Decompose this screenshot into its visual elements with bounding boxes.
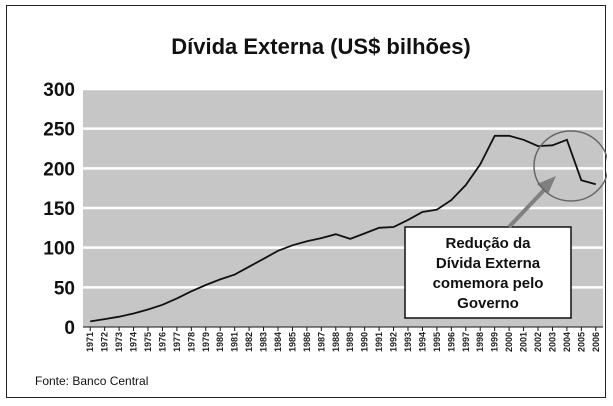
x-tick-label: 1976	[157, 332, 167, 352]
x-tick-label: 1978	[186, 332, 196, 352]
x-tick-label: 1998	[475, 332, 485, 352]
x-tick-label: 1990	[360, 332, 370, 352]
x-tick-label: 1981	[230, 332, 240, 352]
x-tick-label: 1979	[201, 332, 211, 352]
annotation-line-4: Governo	[457, 295, 519, 312]
annotation-line-2: Dívida Externa	[436, 255, 541, 272]
x-tick-label: 1982	[244, 332, 254, 352]
debt-line-chart: Dívida Externa (US$ bilhões) 0 50 100 150 20…	[35, 34, 607, 388]
x-tick-label: 1996	[446, 332, 456, 352]
annotation-line-1: Redução da	[445, 235, 531, 252]
y-tick-label: 250	[43, 120, 75, 141]
x-tick-label: 1995	[432, 332, 442, 352]
x-tick-label: 1980	[215, 332, 225, 352]
x-tick-label: 1971	[85, 332, 95, 352]
x-tick-label: 1983	[259, 332, 269, 352]
x-tick-label: 1985	[287, 332, 297, 352]
annotation-circle	[533, 130, 607, 202]
y-tick-label: 200	[43, 159, 75, 180]
x-tick-label: 1988	[331, 332, 341, 352]
annotation-line-3: comemora pelo	[433, 275, 544, 292]
source-note: Fonte: Banco Central	[35, 374, 148, 388]
x-tick-label: 2006	[591, 332, 601, 352]
x-tick-label: 1984	[273, 332, 283, 352]
x-tick-label: 2001	[519, 332, 529, 352]
series-line	[90, 134, 597, 323]
y-tick-label: 0	[64, 318, 75, 339]
x-tick-label: 2005	[576, 332, 586, 352]
x-tick-label: 1994	[417, 332, 427, 352]
plot-area	[83, 87, 603, 328]
chart-frame: Dívida Externa (US$ bilhões) 0 50 100 150 20…	[6, 5, 607, 398]
x-tick-label: 2002	[533, 332, 543, 352]
x-tick-label: 2003	[547, 332, 557, 352]
x-tick-label: 2000	[504, 332, 514, 352]
x-tick-label: 1972	[100, 332, 110, 352]
x-tick-label: 1977	[172, 332, 182, 352]
x-tick-label: 1987	[316, 332, 326, 352]
annotation-box	[404, 226, 572, 319]
x-tick-label: 1999	[490, 332, 500, 352]
annotation-arrowhead	[537, 176, 556, 194]
annotation: Redução da Dívida Externa comemora pelo …	[404, 130, 607, 319]
y-tick-label: 300	[43, 80, 75, 101]
chart-title: Dívida Externa (US$ bilhões)	[171, 34, 471, 59]
y-tick-label: 50	[54, 278, 75, 299]
x-tick-label: 1975	[143, 332, 153, 352]
y-axis-ticks: 0 50 100 150 200 250 300	[43, 80, 75, 339]
x-axis-ticks: 1971 1972 1973 1974 1975 1976 1977 1978 1979 1980…	[85, 327, 601, 352]
x-tick-label: 1993	[403, 332, 413, 352]
x-tick-label: 1992	[389, 332, 399, 352]
y-tick-label: 150	[43, 199, 75, 220]
x-tick-label: 1974	[129, 332, 139, 352]
x-tick-label: 1986	[302, 332, 312, 352]
annotation-arrow	[507, 186, 548, 229]
x-tick-label: 2004	[562, 332, 572, 352]
y-tick-label: 100	[43, 239, 75, 260]
x-tick-label: 1997	[461, 332, 471, 352]
x-tick-label: 1991	[374, 332, 384, 352]
x-tick-label: 1989	[345, 332, 355, 352]
x-tick-label: 1973	[114, 332, 124, 352]
